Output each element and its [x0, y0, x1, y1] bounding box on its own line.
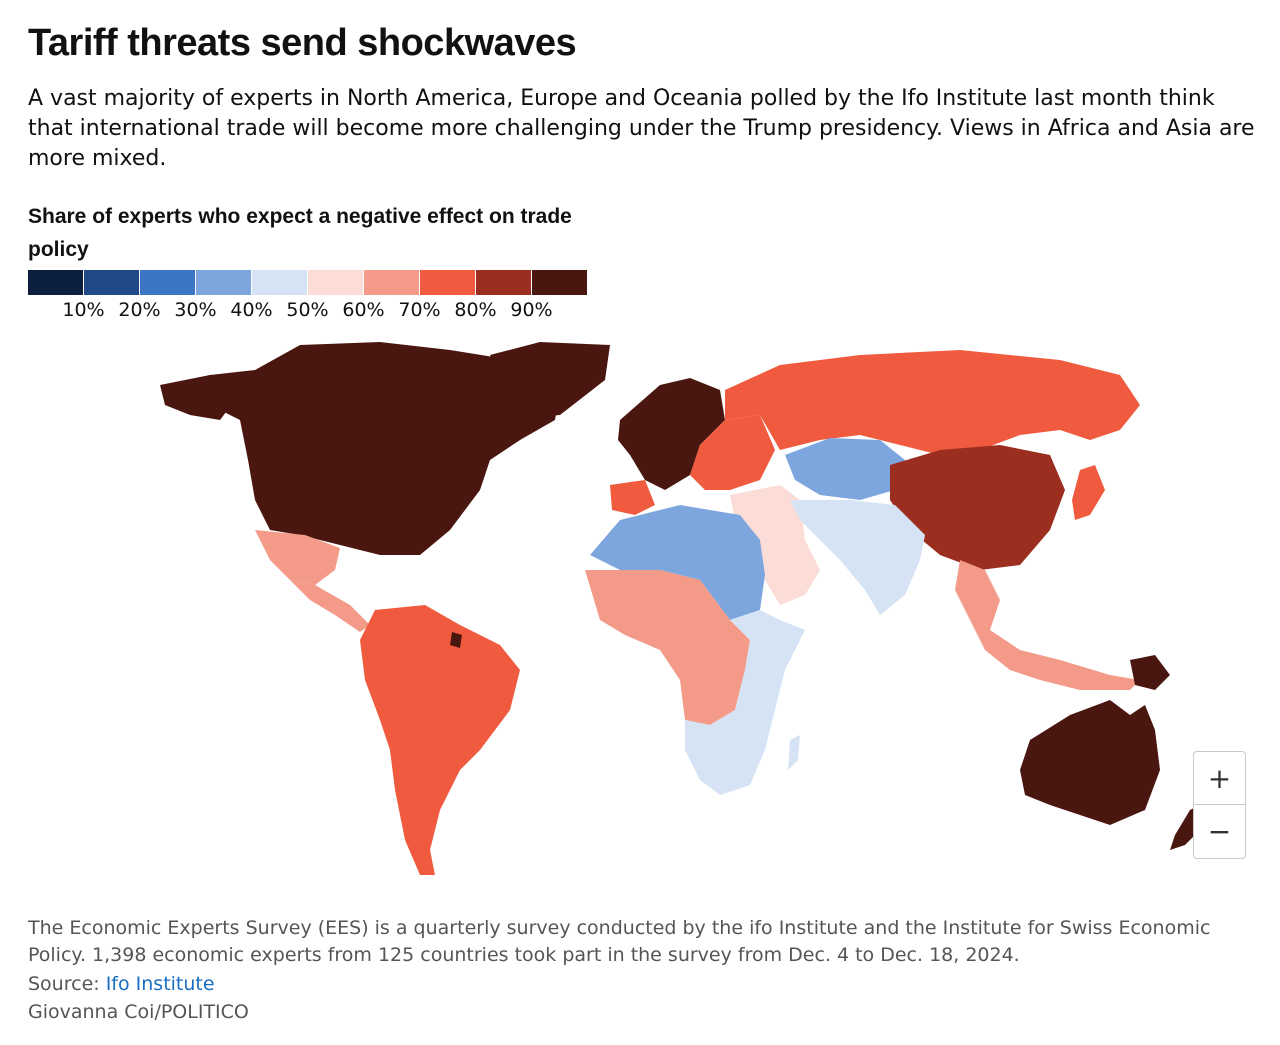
region-central-america[interactable]	[290, 580, 370, 632]
legend-swatch-9	[476, 270, 531, 295]
legend-swatch-4	[196, 270, 251, 295]
region-west-central-africa[interactable]	[585, 570, 750, 725]
legend-color-scale	[28, 270, 588, 295]
credit-line: Giovanna Coi/POLITICO	[28, 1001, 249, 1023]
source-label: Source:	[28, 973, 106, 995]
legend-tick-1: 10%	[62, 299, 105, 321]
legend-swatch-1	[28, 270, 83, 295]
region-east-southern-africa[interactable]	[685, 610, 805, 795]
chart-title: Tariff threats send shockwaves	[28, 22, 577, 64]
region-iberia[interactable]	[610, 480, 655, 515]
region-madagascar[interactable]	[788, 735, 800, 770]
region-china[interactable]	[890, 445, 1065, 570]
region-japan[interactable]	[1072, 465, 1105, 520]
legend-swatch-10	[532, 270, 587, 295]
region-south-america[interactable]	[360, 605, 520, 875]
region-papua[interactable]	[1130, 655, 1170, 690]
region-mexico[interactable]	[255, 530, 340, 585]
zoom-controls: + −	[1193, 751, 1246, 859]
world-choropleth-map[interactable]	[60, 330, 1270, 890]
legend-swatch-6	[308, 270, 363, 295]
legend-tick-2: 20%	[118, 299, 161, 321]
legend-tick-7: 70%	[398, 299, 441, 321]
zoom-out-button[interactable]: −	[1207, 815, 1232, 848]
region-central-asia[interactable]	[785, 438, 905, 500]
source-link[interactable]: Ifo Institute	[105, 973, 215, 995]
region-alaska[interactable]	[160, 375, 235, 420]
region-north-america[interactable]	[170, 342, 560, 555]
region-russia[interactable]	[725, 350, 1140, 455]
legend-tick-9: 90%	[510, 299, 553, 321]
region-western-europe[interactable]	[618, 378, 725, 490]
legend-tick-5: 50%	[286, 299, 329, 321]
region-greenland[interactable]	[490, 342, 610, 418]
legend-swatch-2	[84, 270, 139, 295]
legend-swatch-7	[364, 270, 419, 295]
legend-tick-3: 30%	[174, 299, 217, 321]
legend-tick-labels: 10% 20% 30% 40% 50% 60% 70% 80% 90%	[28, 299, 628, 325]
legend-swatch-5	[252, 270, 307, 295]
survey-note: The Economic Experts Survey (EES) is a q…	[28, 917, 1211, 966]
legend-swatch-3	[140, 270, 195, 295]
region-southeast-asia[interactable]	[955, 560, 1140, 690]
region-australia[interactable]	[1020, 700, 1160, 825]
region-eastern-europe[interactable]	[690, 415, 775, 490]
legend-tick-8: 80%	[454, 299, 497, 321]
zoom-in-button[interactable]: +	[1194, 752, 1245, 805]
region-south-asia[interactable]	[790, 500, 925, 615]
legend-tick-6: 60%	[342, 299, 385, 321]
legend-tick-4: 40%	[230, 299, 273, 321]
chart-subtitle: A vast majority of experts in North Amer…	[28, 86, 1255, 171]
legend-swatch-8	[420, 270, 475, 295]
legend-title: Share of experts who expect a negative e…	[28, 205, 572, 261]
source-line: Source: Ifo Institute	[28, 971, 215, 998]
region-french-guiana[interactable]	[450, 632, 462, 648]
region-north-africa[interactable]	[590, 505, 765, 620]
